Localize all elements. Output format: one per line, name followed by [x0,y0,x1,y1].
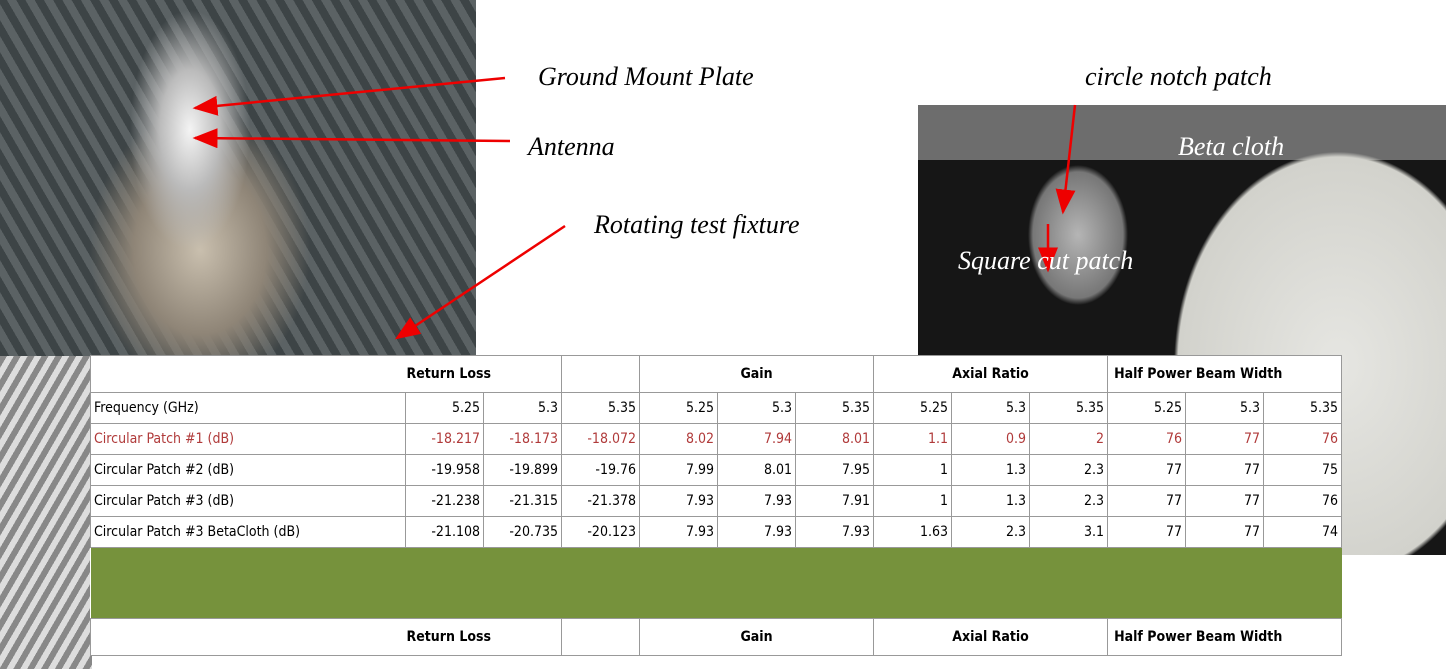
header-cell: Return Loss [90,355,562,393]
value-cell: 5.25 [1107,392,1187,424]
annotation: circle notch patch [1085,62,1272,91]
value-cell: -21.108 [405,516,484,548]
value-cell: 76 [1263,423,1343,455]
value-cell: 7.93 [717,516,796,548]
value-cell: 2 [1029,423,1109,455]
value-cell: 7.91 [794,485,875,517]
value-cell: 77 [1185,516,1265,548]
row-label: Circular Patch #1 (dB) [90,423,406,455]
header-cell: Axial Ratio [873,355,1109,393]
value-cell: 7.94 [717,423,796,455]
annotation: Ground Mount Plate [538,62,754,91]
row-label: Frequency (GHz) [90,392,406,424]
value-cell: 77 [1185,454,1265,486]
value-cell: -20.123 [561,516,640,548]
value-cell: -21.315 [483,485,562,517]
value-cell: 77 [1185,485,1265,517]
value-cell: 0.9 [951,423,1031,455]
row-label: Circular Patch #2 (dB) [90,454,406,486]
data-row: Frequency (GHz) 5.25 5.3 5.35 5.25 5.3 5.35 5.2… [90,392,1343,424]
value-cell: 5.3 [951,392,1031,424]
value-cell: 77 [1107,516,1187,548]
header-row: Return Loss Gain Axial Ratio Half Power Bea… [90,355,1343,393]
value-cell: 76 [1107,423,1187,455]
header-cell [561,355,640,393]
value-cell: 7.93 [717,485,796,517]
value-cell: 8.01 [717,454,796,486]
header-cell: Return Loss [90,618,562,656]
value-cell: 1 [873,485,953,517]
value-cell: 5.35 [1263,392,1343,424]
value-cell: 2.3 [951,516,1031,548]
value-cell: 7.99 [639,454,718,486]
value-cell: 1.3 [951,454,1031,486]
value-cell: -19.899 [483,454,562,486]
value-cell: -19.958 [405,454,484,486]
value-cell: -18.217 [405,423,484,455]
value-cell: 5.35 [561,392,640,424]
annotation: Antenna [528,132,615,161]
value-cell: 7.93 [794,516,875,548]
value-cell: 5.3 [483,392,562,424]
header-cell [561,618,640,656]
band-cell [90,547,1342,619]
value-cell: -19.76 [561,454,640,486]
value-cell: 7.93 [639,485,718,517]
value-cell: 76 [1263,485,1343,517]
value-cell: 5.25 [639,392,718,424]
value-cell: 5.35 [1029,392,1109,424]
value-cell: 77 [1107,454,1187,486]
value-cell: 5.3 [1185,392,1265,424]
data-row: Circular Patch #2 (dB) -19.958 -19.899 -19.… [90,454,1343,486]
photo-strip [0,356,92,669]
annotation: Rotating test fixture [594,210,800,239]
value-cell: 74 [1263,516,1343,548]
value-cell: 5.3 [717,392,796,424]
value-cell: 7.93 [639,516,718,548]
header-row: Return Loss Gain Axial Ratio Half Power Bea… [90,618,1343,656]
results-table: Return Loss Gain Axial Ratio Half Power Bea… [90,355,1343,656]
value-cell: 1.63 [873,516,953,548]
value-cell: 77 [1185,423,1265,455]
value-cell: 8.01 [794,423,875,455]
annotation: Square cut patch [958,246,1134,275]
value-cell: -21.378 [561,485,640,517]
value-cell: 2.3 [1029,485,1109,517]
value-cell: 75 [1263,454,1343,486]
data-row: Circular Patch #3 BetaCloth (dB) -21.108-… [90,516,1343,548]
value-cell: -20.735 [483,516,562,548]
annotation: Beta cloth [1178,132,1285,161]
header-cell: Axial Ratio [873,618,1109,656]
value-cell: 1.3 [951,485,1031,517]
value-cell: 2.3 [1029,454,1109,486]
separator-band [90,547,1342,619]
value-cell: 5.35 [794,392,875,424]
header-cell: Gain [638,355,875,393]
value-cell: 77 [1107,485,1187,517]
data-row: Circular Patch #1 (dB) -18.217 -18.173 -18.… [90,423,1343,455]
data-row: Circular Patch #3 (dB) -21.238 -21.315 -21.… [90,485,1343,517]
header-cell: Gain [638,618,875,656]
value-cell: 1 [873,454,953,486]
value-cell: -18.072 [561,423,640,455]
antenna-photo [0,0,476,356]
header-cell: Half Power Beam Width [1107,618,1343,656]
row-label: Circular Patch #3 (dB) [90,485,406,517]
value-cell: 5.25 [873,392,953,424]
value-cell: 3.1 [1029,516,1109,548]
value-cell: -18.173 [483,423,562,455]
value-cell: 5.25 [405,392,484,424]
value-cell: -21.238 [405,485,484,517]
value-cell: 7.95 [794,454,875,486]
value-cell: 8.02 [639,423,718,455]
header-cell: Half Power Beam Width [1107,355,1343,393]
value-cell: 1.1 [873,423,953,455]
row-label: Circular Patch #3 BetaCloth (dB) [90,516,406,548]
